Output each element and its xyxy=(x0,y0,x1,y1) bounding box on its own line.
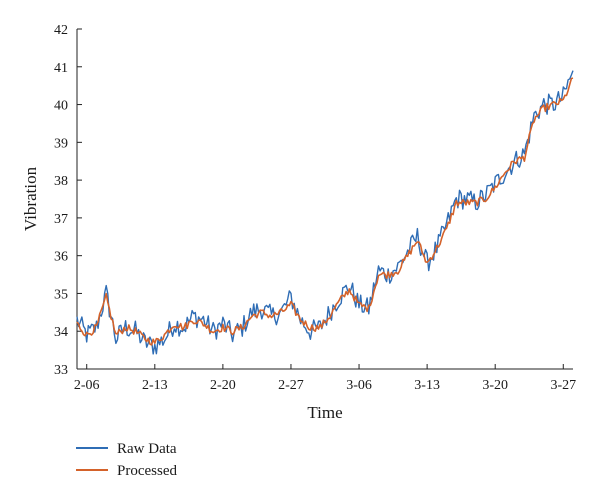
y-tick-label: 36 xyxy=(54,250,68,265)
x-tick-label: 2-13 xyxy=(142,378,168,393)
x-tick-label: 3-06 xyxy=(346,378,372,393)
y-tick-label: 42 xyxy=(54,23,68,38)
series-line-raw-data xyxy=(76,70,574,355)
legend-label: Processed xyxy=(117,463,177,479)
y-tick-label: 40 xyxy=(54,99,68,114)
x-tick-label: 2-27 xyxy=(278,378,304,393)
axes xyxy=(76,29,573,370)
x-tick-label: 3-27 xyxy=(550,378,576,393)
x-tick-label: 2-20 xyxy=(210,378,236,393)
series-lines xyxy=(76,70,574,355)
y-tick-label: 38 xyxy=(54,174,68,189)
x-tick-label: 3-13 xyxy=(414,378,440,393)
x-tick-label: 2-06 xyxy=(74,378,100,393)
series-line-processed xyxy=(76,77,574,346)
x-ticks: 2-06 2-13 2-20 2-27 3-06 3-13 3-20 3-27 xyxy=(74,364,576,393)
y-tick-label: 41 xyxy=(54,61,68,76)
y-ticks: 33 34 35 36 37 38 39 40 41 42 xyxy=(54,23,82,378)
legend-label: Raw Data xyxy=(117,441,177,457)
y-tick-label: 33 xyxy=(54,363,68,378)
legend: Raw Data Processed xyxy=(76,441,177,479)
y-tick-label: 35 xyxy=(54,287,68,302)
y-tick-label: 34 xyxy=(54,325,68,340)
y-tick-label: 37 xyxy=(54,212,68,227)
x-tick-label: 3-20 xyxy=(482,378,508,393)
y-tick-label: 39 xyxy=(54,136,68,151)
y-axis-title: Vibration xyxy=(21,166,40,231)
x-axis-title: Time xyxy=(307,403,342,422)
